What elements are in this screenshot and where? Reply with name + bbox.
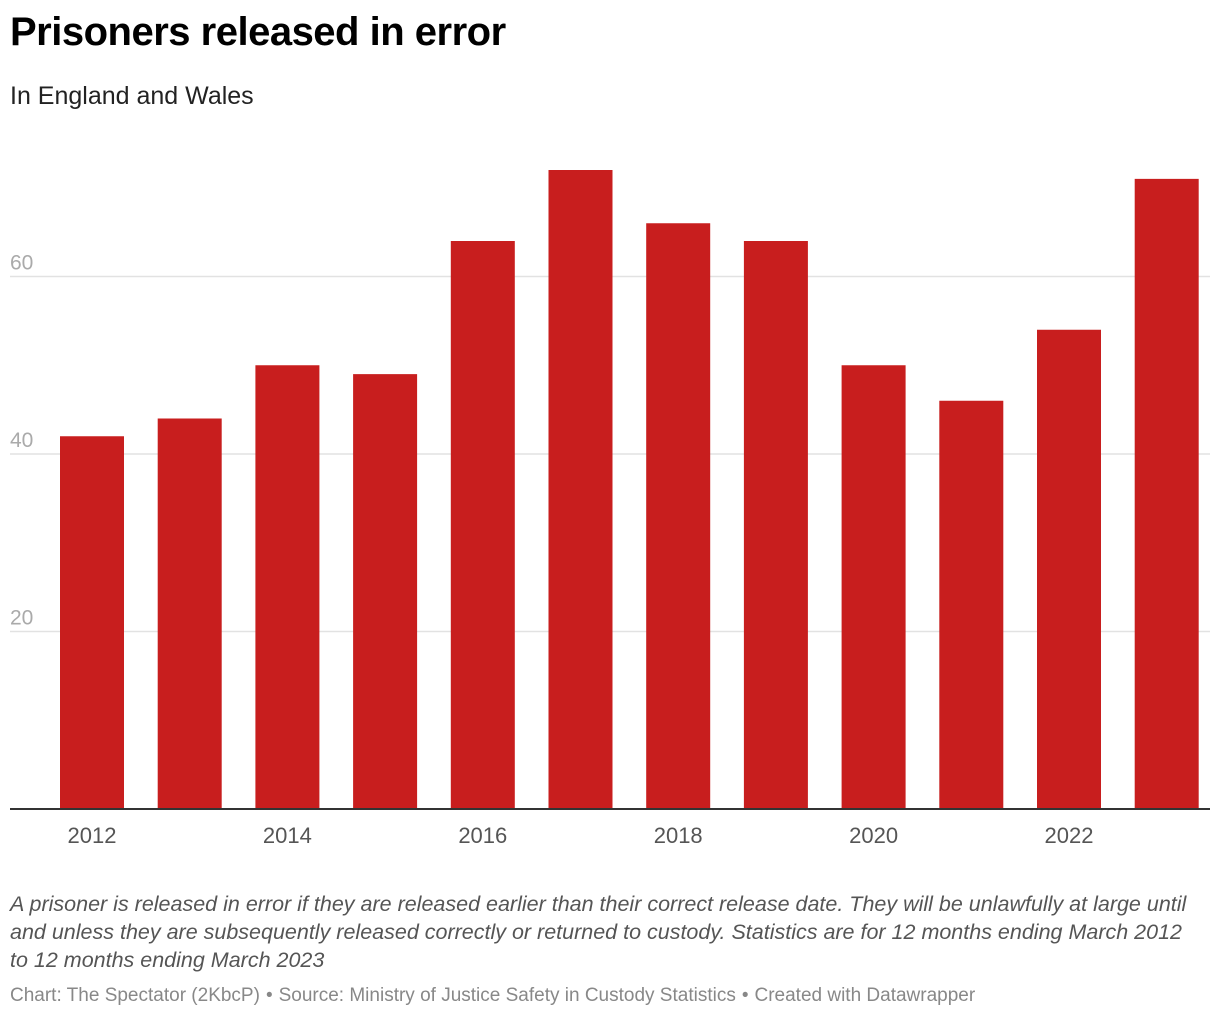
bar-2014 <box>255 365 320 809</box>
chart-credit: Chart: The Spectator (2KbcP) <box>10 985 260 1006</box>
bar-2016 <box>450 241 515 809</box>
bar-2017 <box>548 170 613 809</box>
created-with: Created with Datawrapper <box>754 985 976 1006</box>
x-tick-label-2022: 2022 <box>1045 823 1094 848</box>
bar-2022 <box>1037 329 1101 809</box>
bar-2012 <box>60 436 124 809</box>
bar-2019 <box>743 241 808 809</box>
bar-2021 <box>939 400 1004 809</box>
bar-2020 <box>841 365 906 809</box>
chart-source: Source: Ministry of Justice Safety in Cu… <box>278 985 736 1006</box>
axes: 2012 2014 2016 2018 2020 2022 <box>10 808 1210 848</box>
footer-separator: • <box>741 985 749 1006</box>
chart-footer: Chart: The Spectator (2KbcP) • Source: Min… <box>10 985 975 1007</box>
footer-separator: • <box>265 985 273 1006</box>
x-tick-label-2018: 2018 <box>654 823 703 848</box>
y-tick-label-40: 40 <box>10 429 33 452</box>
bar-2023 <box>1134 178 1199 809</box>
y-tick-label-60: 60 <box>10 252 33 275</box>
x-tick-label-2014: 2014 <box>263 823 312 848</box>
bars <box>60 170 1199 809</box>
bar-2018 <box>646 223 711 809</box>
chart-notes: A prisoner is released in error if they … <box>10 892 1187 972</box>
bar-2013 <box>157 418 222 809</box>
bar-2015 <box>353 374 418 809</box>
x-tick-label-2012: 2012 <box>68 823 117 848</box>
x-tick-label-2016: 2016 <box>458 823 507 848</box>
chart-title: Prisoners released in error <box>10 10 506 54</box>
chart-subtitle: In England and Wales <box>10 82 254 110</box>
y-tick-label-20: 20 <box>10 607 33 630</box>
x-tick-label-2020: 2020 <box>849 823 898 848</box>
